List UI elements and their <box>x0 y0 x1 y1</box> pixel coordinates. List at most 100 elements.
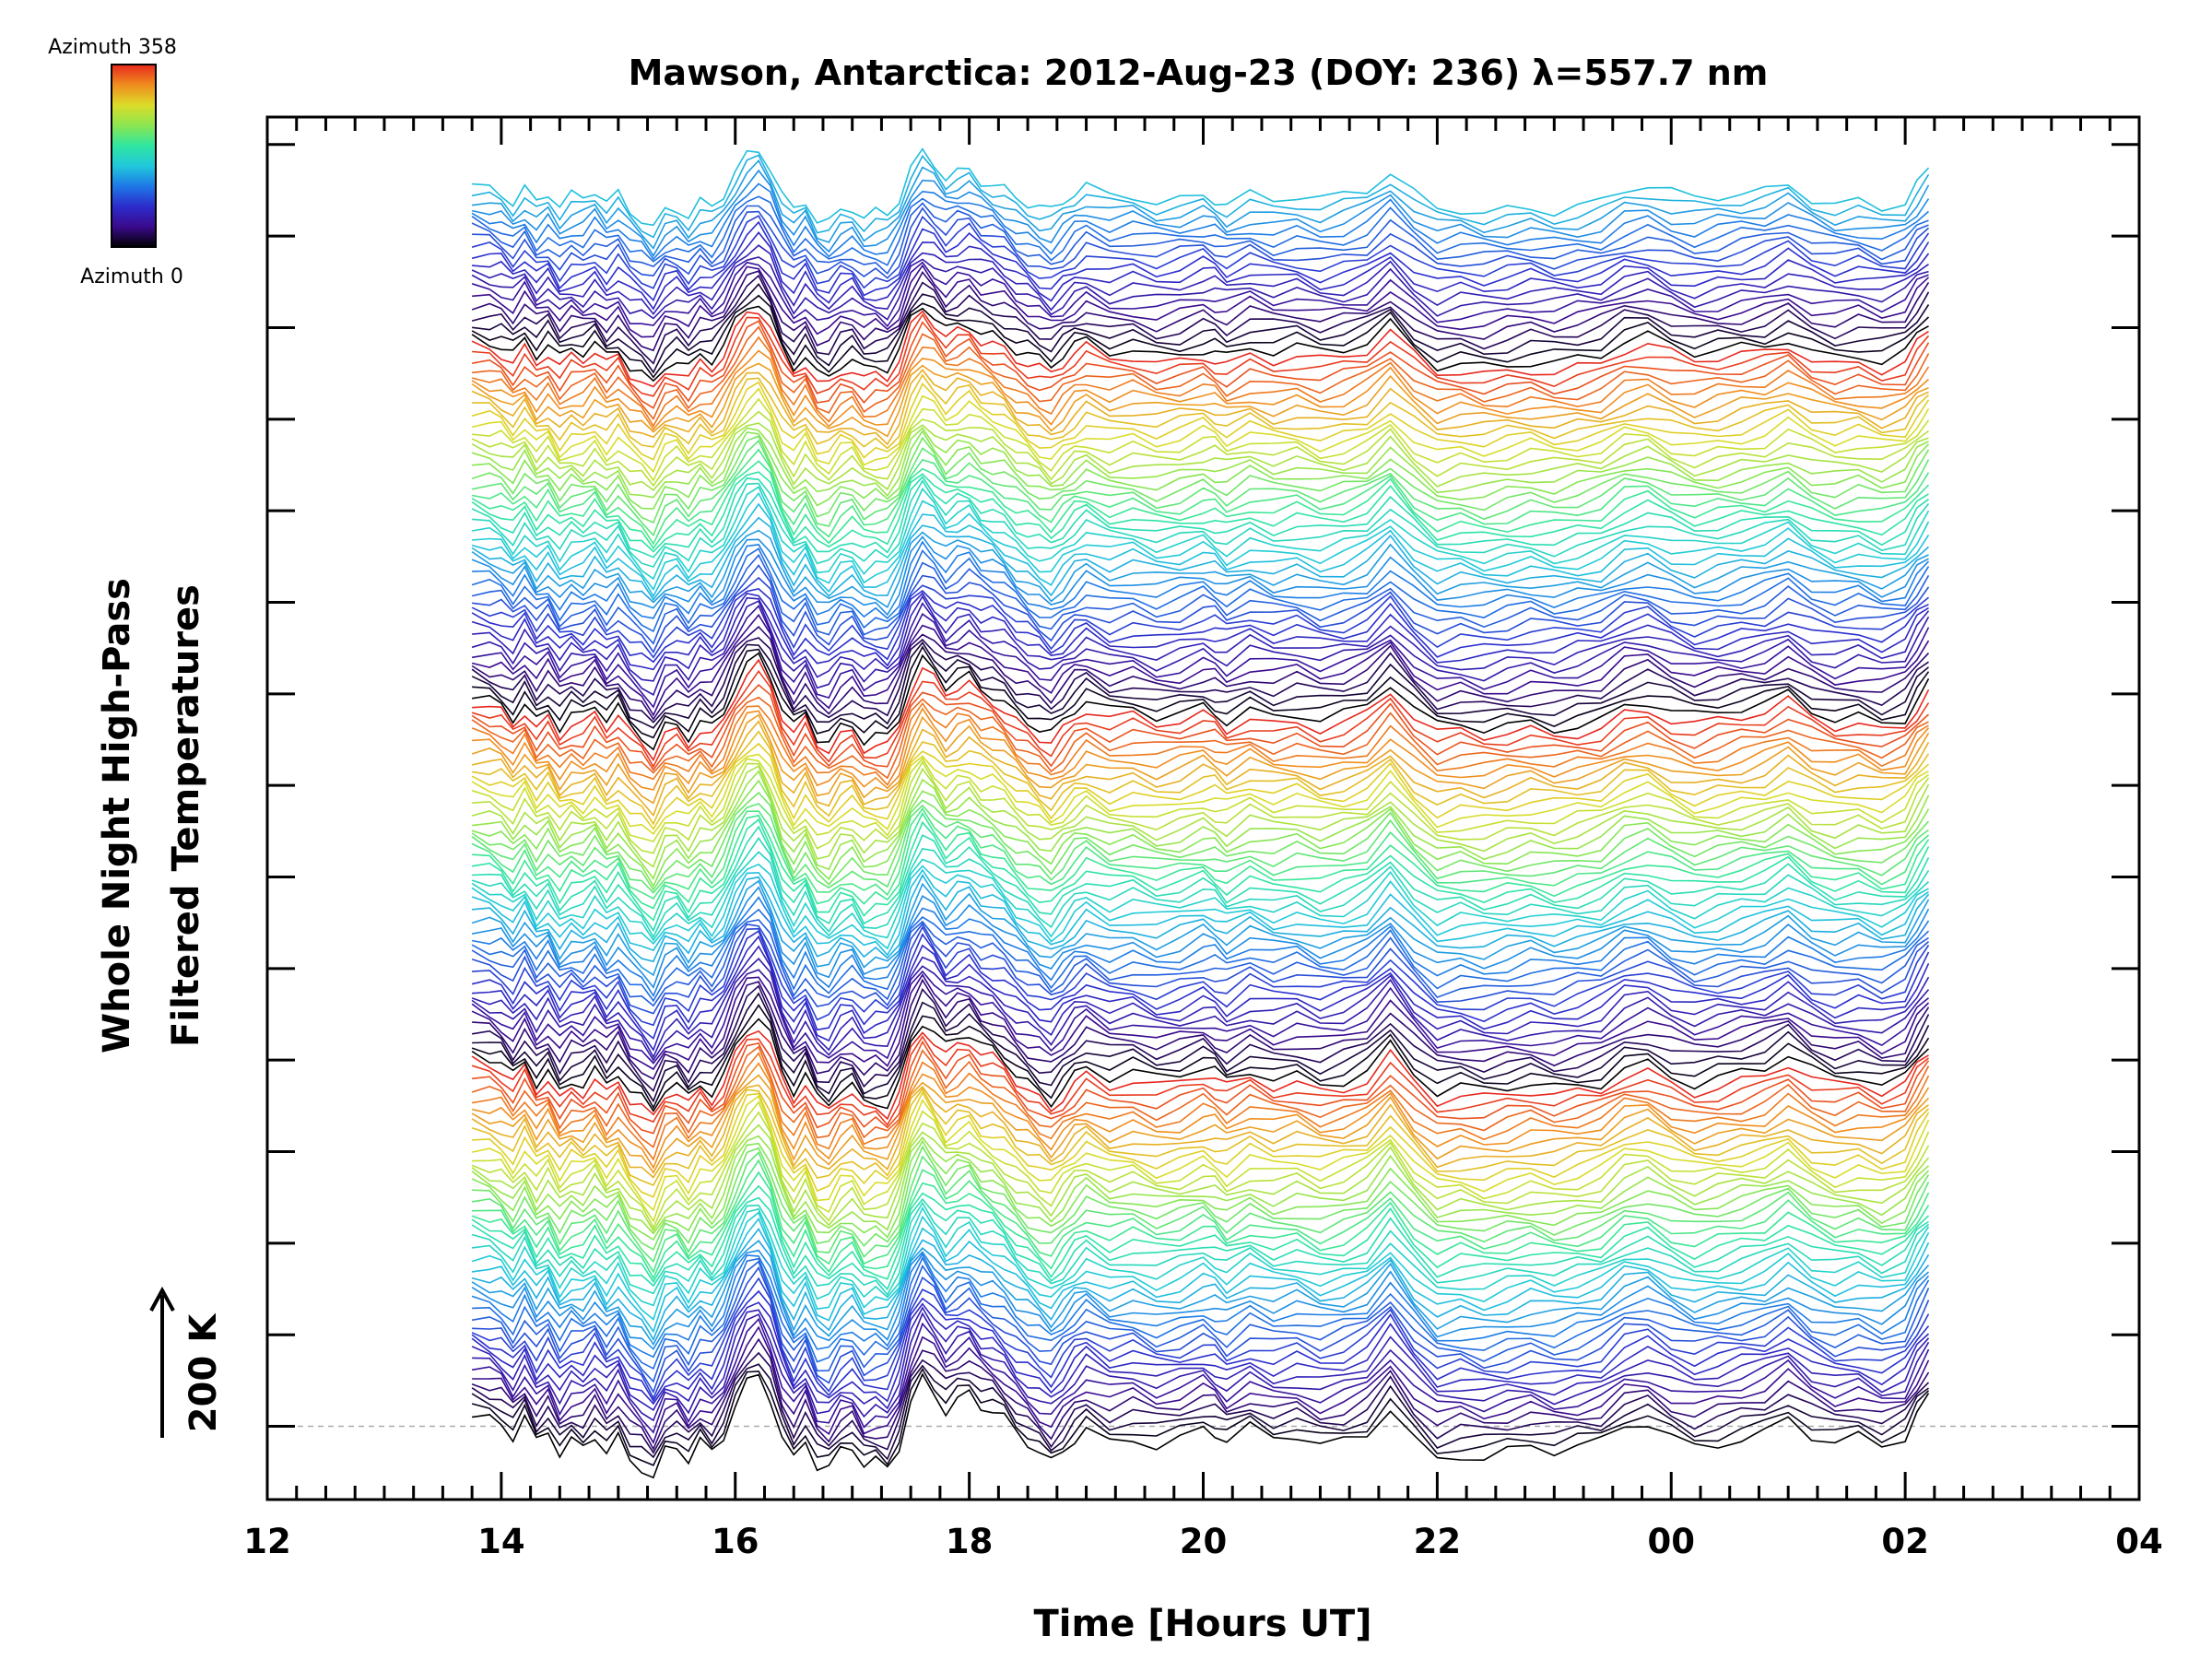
x-axis-tick-labels: 12 14 16 18 20 22 00 02 04 <box>243 1522 2163 1561</box>
series-line <box>472 645 1930 739</box>
series-line <box>472 479 1930 569</box>
series-line <box>471 270 1930 352</box>
series-line <box>472 594 1930 682</box>
series-line <box>471 422 1929 491</box>
series-line <box>471 274 1930 365</box>
series-line <box>471 471 1929 553</box>
x-tick-label: 16 <box>712 1522 759 1561</box>
series-line <box>471 1351 1930 1454</box>
series-line <box>471 1030 1929 1121</box>
series-line <box>471 1211 1930 1321</box>
series-line <box>471 244 1929 316</box>
series-line <box>471 369 1929 446</box>
series-line <box>471 919 1929 1007</box>
series-line <box>471 169 1930 257</box>
series-line <box>471 1139 1930 1241</box>
series-line <box>472 429 1930 510</box>
series-line <box>471 969 1930 1065</box>
colorbar-top-label: Azimuth 358 <box>48 36 177 59</box>
series-line <box>471 879 1930 977</box>
series-line <box>471 547 1930 633</box>
series-line <box>471 886 1930 989</box>
series-line <box>471 863 1929 950</box>
series-line <box>471 806 1930 900</box>
series-line <box>472 1265 1930 1394</box>
series-line <box>471 1052 1930 1161</box>
series-line <box>472 1159 1930 1274</box>
series-line <box>471 553 1930 645</box>
series-line <box>471 945 1930 1059</box>
series-line <box>471 1217 1930 1334</box>
series-line <box>471 154 1930 239</box>
series-line <box>471 1018 1930 1112</box>
series-line <box>471 349 1930 431</box>
series-line <box>471 1171 1930 1280</box>
series-line <box>471 652 1930 751</box>
series-line <box>471 439 1930 537</box>
series-line <box>471 335 1930 428</box>
x-tick-label: 22 <box>1414 1522 1462 1561</box>
series-line <box>471 529 1929 608</box>
x-tick-label: 02 <box>1881 1522 1929 1561</box>
series-line <box>471 195 1929 266</box>
series-line <box>471 305 1929 382</box>
series-line <box>471 600 1930 696</box>
series-line <box>471 851 1930 942</box>
series-line <box>472 312 1930 397</box>
series-line <box>471 908 1930 1003</box>
scale-label: 200 K <box>182 1312 225 1432</box>
series-line <box>471 625 1930 721</box>
series-line <box>471 868 1929 957</box>
series-line <box>472 1255 1930 1371</box>
series-line <box>472 264 1930 338</box>
series-line <box>471 1095 1930 1212</box>
series-line <box>472 992 1930 1103</box>
series-line <box>471 803 1929 894</box>
series-line <box>472 1100 1930 1223</box>
series-line <box>471 1084 1929 1179</box>
series-line <box>471 1124 1930 1232</box>
series-line <box>471 1004 1930 1110</box>
series-line <box>472 1312 1930 1422</box>
series-line <box>471 516 1930 601</box>
azimuth-colorbar: Azimuth 358 Azimuth 0 <box>48 36 183 288</box>
series-line <box>471 159 1930 250</box>
x-tick-label: 18 <box>946 1522 994 1561</box>
series-line <box>471 1227 1930 1342</box>
series-line <box>472 1206 1930 1307</box>
series-line <box>471 896 1930 998</box>
x-tick-label: 12 <box>243 1522 291 1561</box>
series-line <box>471 592 1929 671</box>
series-line <box>471 310 1929 388</box>
series-line <box>471 958 1930 1062</box>
series-line <box>471 669 1930 769</box>
series-line <box>471 730 1930 826</box>
series-line <box>471 1035 1929 1126</box>
series-line <box>471 696 1929 780</box>
series-line <box>471 1135 1930 1235</box>
series-line <box>471 742 1930 830</box>
x-tick-label: 20 <box>1180 1522 1228 1561</box>
series-line <box>471 381 1930 461</box>
series-group <box>471 147 1930 1479</box>
scale-arrow-head <box>149 1286 175 1312</box>
series-line <box>471 1301 1930 1406</box>
y-axis-label-line1: Whole Night High-Pass <box>96 578 138 1053</box>
series-line <box>471 984 1930 1092</box>
series-line <box>471 1074 1930 1174</box>
series-line <box>471 460 1930 550</box>
series-line <box>471 256 1929 321</box>
series-line <box>472 925 1930 1027</box>
series-line <box>472 1040 1930 1135</box>
series-line <box>471 387 1930 474</box>
series-line <box>471 779 1930 888</box>
series-line <box>472 874 1930 963</box>
series-line <box>472 540 1930 620</box>
series-line <box>471 1201 1930 1297</box>
series-line <box>472 1325 1930 1445</box>
series-line <box>471 427 1929 499</box>
series-line <box>471 1277 1930 1400</box>
x-tick-label: 00 <box>1648 1522 1696 1561</box>
series-line <box>471 701 1929 786</box>
